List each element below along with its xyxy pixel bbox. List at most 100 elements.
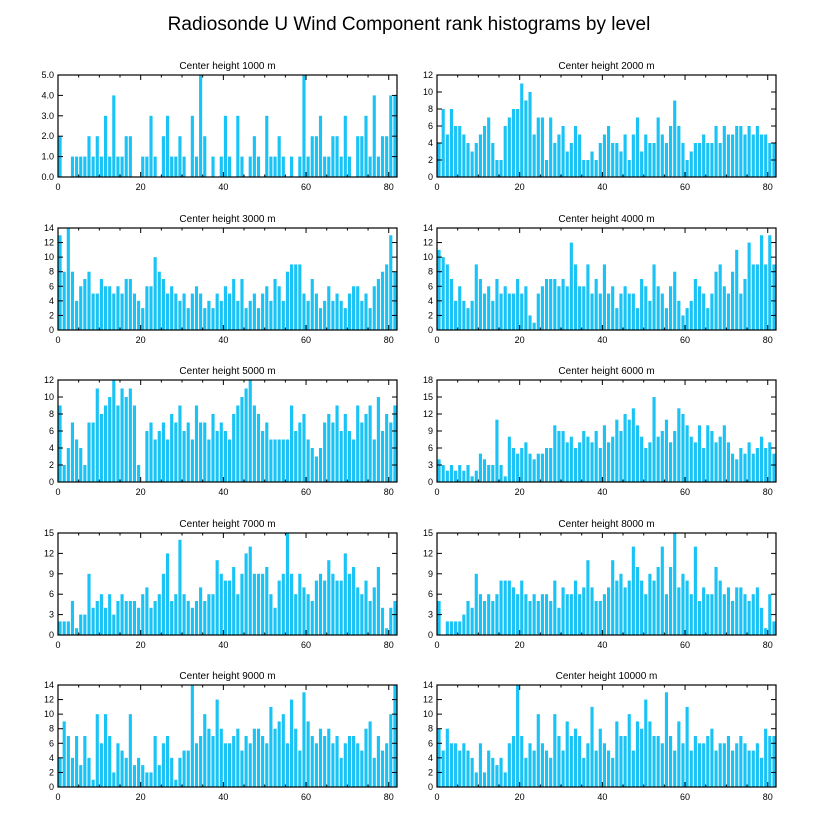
histogram-bar — [759, 607, 764, 635]
histogram-bar — [499, 293, 503, 330]
histogram-bar — [635, 117, 640, 177]
histogram-bar — [248, 546, 252, 635]
histogram-bar — [441, 109, 445, 177]
histogram-bar — [677, 587, 681, 635]
histogram-bar — [507, 743, 511, 787]
histogram-bar — [207, 439, 211, 482]
histogram-bar — [582, 587, 586, 635]
histogram-bar — [623, 587, 627, 635]
histogram-bar — [281, 714, 285, 787]
panel-title: Center height 9000 m — [179, 671, 275, 682]
histogram-bar — [248, 156, 252, 177]
histogram-bar — [697, 743, 702, 787]
y-tick-label: 10 — [44, 709, 54, 719]
histogram-bar — [743, 743, 747, 787]
histogram-bar — [298, 264, 302, 330]
histogram-bar — [615, 308, 619, 330]
histogram-bar — [186, 308, 190, 330]
x-tick-label: 0 — [434, 792, 439, 802]
histogram-bar — [294, 594, 298, 635]
histogram-bar — [314, 456, 318, 482]
y-tick-label: 0 — [428, 782, 433, 792]
histogram-bar — [314, 743, 318, 787]
histogram-bar — [199, 75, 203, 177]
x-tick-label: 20 — [515, 792, 525, 802]
histogram-bar — [298, 750, 302, 787]
histogram-bar — [569, 242, 573, 330]
histogram-bar — [244, 736, 248, 787]
histogram-bar — [735, 249, 739, 330]
histogram-bar — [739, 587, 743, 635]
histogram-bar — [306, 300, 310, 330]
histogram-bar — [157, 431, 161, 482]
histogram-bar — [343, 414, 347, 482]
y-tick-label: 4 — [428, 753, 433, 763]
figure-title: Radiosonde U Wind Component rank histogr… — [168, 14, 651, 35]
histogram-bar — [215, 699, 219, 787]
histogram-bar — [103, 115, 108, 177]
histogram-bar — [478, 453, 482, 482]
histogram-bar — [462, 470, 466, 482]
histogram-bar — [710, 143, 714, 177]
histogram-bar — [499, 580, 503, 635]
histogram-bar — [124, 601, 128, 635]
histogram-bar — [714, 126, 718, 177]
histogram-bar — [445, 134, 449, 177]
histogram-bar — [594, 279, 598, 330]
histogram-bar — [124, 757, 128, 787]
histogram-bar — [165, 115, 170, 177]
panel-title: Center height 6000 m — [558, 366, 654, 377]
histogram-bar — [252, 136, 256, 177]
y-tick-label: 2 — [49, 460, 54, 470]
y-tick-label: 14 — [44, 680, 54, 690]
histogram-bar — [182, 156, 186, 177]
histogram-bar — [124, 136, 128, 177]
histogram-bar — [685, 160, 689, 177]
histogram-bar — [573, 580, 578, 635]
x-tick-label: 0 — [434, 182, 439, 192]
histogram-bar — [578, 286, 582, 330]
y-tick-label: 9 — [49, 569, 54, 579]
histogram-bar — [532, 134, 536, 177]
histogram-bar — [149, 607, 153, 635]
histogram-bar — [520, 580, 524, 635]
histogram-bar — [516, 685, 520, 787]
histogram-bar — [656, 286, 660, 330]
histogram-bar — [389, 235, 393, 330]
x-tick-label: 80 — [763, 792, 773, 802]
x-tick-label: 60 — [301, 335, 311, 345]
histogram-bar — [75, 300, 79, 330]
histogram-bar — [331, 136, 335, 177]
histogram-bar — [120, 156, 124, 177]
histogram-bar — [751, 750, 755, 787]
x-tick-label: 0 — [55, 640, 60, 650]
histogram-bar — [347, 736, 352, 787]
y-tick-label: 0 — [428, 477, 433, 487]
histogram-bar — [314, 136, 318, 177]
histogram-bar — [87, 422, 91, 482]
panel-grid: Center height 1000 m 0.0 1.0 2.0 3.0 4.0 5.0 0 2… — [41, 61, 777, 802]
histogram-bar — [228, 580, 232, 635]
histogram-bar — [590, 587, 594, 635]
histogram-bar — [768, 736, 772, 787]
histogram-bar — [499, 465, 503, 482]
histogram-bar — [161, 279, 165, 330]
histogram-bar — [759, 235, 764, 330]
histogram-bar — [652, 264, 656, 330]
histogram-bar — [731, 453, 735, 482]
histogram-bar — [516, 279, 520, 330]
y-tick-label: 4 — [49, 753, 54, 763]
histogram-bar — [644, 134, 648, 177]
histogram-bar — [327, 560, 331, 635]
histogram-bar — [718, 143, 722, 177]
histogram-bar — [352, 286, 356, 330]
histogram-bar — [211, 156, 215, 177]
histogram-bar — [323, 300, 327, 330]
histogram-bar — [743, 134, 747, 177]
histogram-bar — [314, 293, 318, 330]
histogram-bar — [540, 453, 544, 482]
histogram-bar — [364, 115, 368, 177]
histogram-bar — [573, 448, 578, 482]
histogram-bar — [586, 743, 590, 787]
x-tick-label: 60 — [301, 640, 311, 650]
